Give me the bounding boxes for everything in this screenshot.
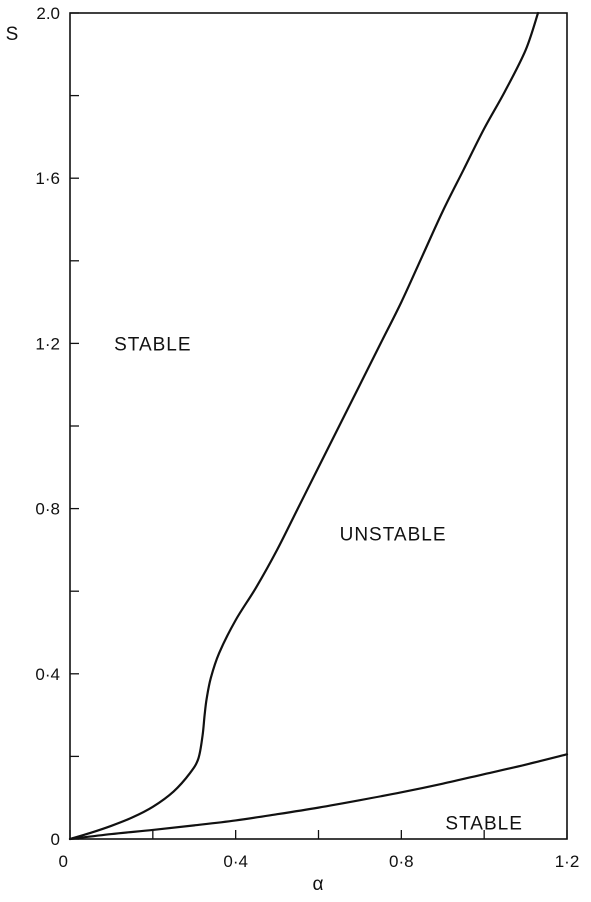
x-tick-label: 0·8 (389, 852, 414, 871)
region-annotations: STABLE UNSTABLE STABLE (114, 334, 522, 834)
boundary-curves (68, 11, 569, 841)
x-tick-label: 0·4 (223, 852, 248, 871)
region-label: UNSTABLE (340, 524, 447, 545)
x-axis-label: α (313, 874, 324, 895)
x-tick-label: 0 (59, 852, 68, 871)
y-tick-label: 1·2 (35, 334, 60, 353)
x-tick-label: 1·2 (555, 852, 580, 871)
region-label: STABLE (114, 334, 191, 355)
axis-tick-labels: 0 0·4 0·8 1·2 0 0·4 0·8 1·2 1·6 2.0 (35, 4, 579, 871)
y-tick-label: 0·4 (35, 665, 60, 684)
region-label: STABLE (445, 813, 522, 834)
y-axis-label: S (6, 24, 19, 45)
lower-boundary-curve (68, 753, 569, 841)
y-tick-label: 2.0 (36, 4, 60, 23)
axis-ticks (69, 12, 568, 840)
upper-boundary-curve (68, 11, 540, 841)
plot-frame (69, 12, 568, 840)
y-tick-label: 0 (51, 830, 60, 849)
y-tick-label: 0·8 (35, 500, 60, 519)
y-tick-label: 1·6 (35, 169, 60, 188)
